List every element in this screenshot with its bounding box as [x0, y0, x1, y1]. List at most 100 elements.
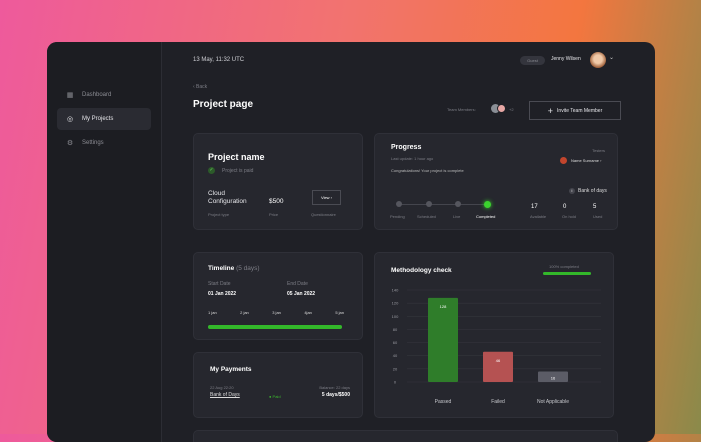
team-more-count: +2 [509, 107, 514, 112]
timeline-progress-fill [208, 325, 342, 329]
progress-title: Progress [391, 144, 422, 151]
bank-of-days-label: Bank of days [578, 188, 607, 194]
team-members-label: Team Members: [447, 107, 476, 112]
x-category-label: Not Applicable [537, 399, 569, 405]
tick: 1 jan [208, 310, 217, 315]
step-dot [426, 201, 432, 207]
folder-icon: ◎ [66, 116, 74, 123]
step-label: Completed [476, 214, 496, 219]
stat-value: 5 [593, 204, 597, 210]
sidebar-item-label: Dashboard [82, 92, 112, 98]
invite-team-member-button[interactable]: + Invite Team Member [529, 101, 621, 120]
completed-fill [543, 272, 591, 275]
testers-label: Testers [592, 148, 605, 153]
user-name[interactable]: Jenny Wilsen [551, 56, 581, 62]
step-label: Scheduled [417, 214, 436, 219]
paid-label: Paid [272, 394, 281, 399]
methodology-title: Methodology check [391, 267, 452, 274]
payments-card: My Payments 22 Aug 22:20 Bank of Days ● … [193, 352, 363, 418]
sidebar-item-label: My Projects [82, 116, 114, 122]
sidebar-item-dashboard[interactable]: ▦ Dashboard [57, 84, 151, 106]
questionnaire-label: Questionnaire [311, 212, 336, 217]
bar [538, 371, 568, 382]
chevron-down-icon[interactable]: ⌄ [609, 55, 615, 61]
timeline-card: Timeline (5 days) Start Date 01 Jan 2022… [193, 252, 363, 340]
start-date-label: Start Date [208, 281, 231, 287]
progress-card: Progress Last update: 1 hour ago Congrat… [374, 133, 618, 230]
plus-icon: + [547, 105, 554, 116]
last-update: Last update: 1 hour ago [391, 156, 434, 161]
page-title: Project page [193, 99, 254, 110]
bar [483, 351, 513, 382]
paid-status: Project is paid [222, 168, 254, 174]
y-tick-label: 60 [393, 340, 398, 345]
sidebar-item-my-projects[interactable]: ◎ My Projects [57, 108, 151, 130]
bar-value-label: 16 [551, 375, 556, 380]
step-dot [455, 201, 461, 207]
step-dot-active [484, 201, 491, 208]
tick: 5 jan [335, 310, 344, 315]
stat-label: Used [593, 214, 603, 219]
timeline-days: (5 days) [236, 265, 260, 272]
payments-title: My Payments [210, 366, 252, 373]
payment-item-link[interactable]: Bank of Days [210, 392, 240, 398]
timeline-ticks: 1 jan 2 jan 3 jan 4jan 5 jan [208, 310, 344, 315]
price-label: Price [269, 212, 279, 217]
timeline-progress-track [208, 325, 342, 329]
team-avatar [497, 104, 506, 113]
datetime: 13 May, 11:32 UTC [193, 57, 245, 63]
info-icon: i [569, 188, 575, 194]
bottom-card [193, 430, 618, 442]
gear-icon: ⚙ [66, 140, 74, 147]
price-value: $500 [269, 198, 284, 205]
completed-track [543, 272, 591, 275]
payment-date: 22 Aug 22:20 [210, 385, 234, 390]
step-label: Live [453, 214, 461, 219]
balance-label: Balance: 22 days [319, 385, 350, 390]
tick: 3 jan [272, 310, 281, 315]
stepper-line [399, 204, 487, 205]
bar-value-label: 128 [440, 304, 447, 309]
check-icon: ✓ [208, 167, 215, 174]
y-tick-label: 20 [393, 366, 398, 371]
y-tick-label: 120 [392, 301, 399, 306]
project-type-label: Project type [208, 212, 230, 217]
sidebar-item-label: Settings [82, 140, 104, 146]
view-questionnaire-button[interactable]: View › [312, 190, 341, 205]
tick: 4jan [304, 310, 312, 315]
y-tick-label: 140 [392, 288, 399, 293]
project-card: Project name ✓ Project is paid Cloud Con… [193, 133, 363, 230]
paid-status: ● Paid [269, 394, 281, 399]
start-date: 01 Jan 2022 [208, 291, 237, 297]
invite-label: Invite Team Member [557, 107, 603, 114]
completed-label: 100% completed [549, 264, 579, 269]
guest-badge: Guest [520, 56, 545, 65]
sidebar-item-settings[interactable]: ⚙ Settings [57, 132, 151, 154]
y-tick-label: 80 [393, 327, 398, 332]
avatar[interactable] [590, 52, 606, 68]
sidebar: ▦ Dashboard ◎ My Projects ⚙ Settings [47, 42, 162, 442]
methodology-card: Methodology check 100% completed 0 20 40 60… [374, 252, 614, 418]
bar-chart: 0 20 40 60 80 100 120 140 128 Passed 46 Failed 16 Not… [392, 288, 601, 405]
timeline-title: Timeline [208, 265, 235, 272]
y-tick-label: 100 [392, 314, 399, 319]
stat-label: On hold [562, 214, 577, 219]
project-type-value: Cloud Configuration [208, 190, 247, 205]
y-tick-label: 0 [394, 380, 397, 385]
stat-value: 0 [563, 204, 567, 210]
end-date: 05 Jan 2022 [287, 291, 316, 297]
bar [428, 297, 458, 382]
progress-message: Congratulations! Your project is complet… [391, 168, 464, 173]
x-category-label: Failed [491, 399, 505, 405]
y-tick-label: 40 [393, 353, 398, 358]
back-link[interactable]: ‹ Back [193, 84, 208, 90]
project-name: Project name [208, 152, 265, 162]
tester-link[interactable]: Name Surname › [571, 158, 602, 163]
end-date-label: End Date [287, 281, 308, 287]
step-label: Pending [390, 214, 405, 219]
team-avatar [491, 104, 500, 113]
stat-value: 17 [531, 204, 538, 210]
x-category-label: Passed [435, 399, 452, 405]
stat-label: Available [530, 214, 547, 219]
step-dot [396, 201, 402, 207]
